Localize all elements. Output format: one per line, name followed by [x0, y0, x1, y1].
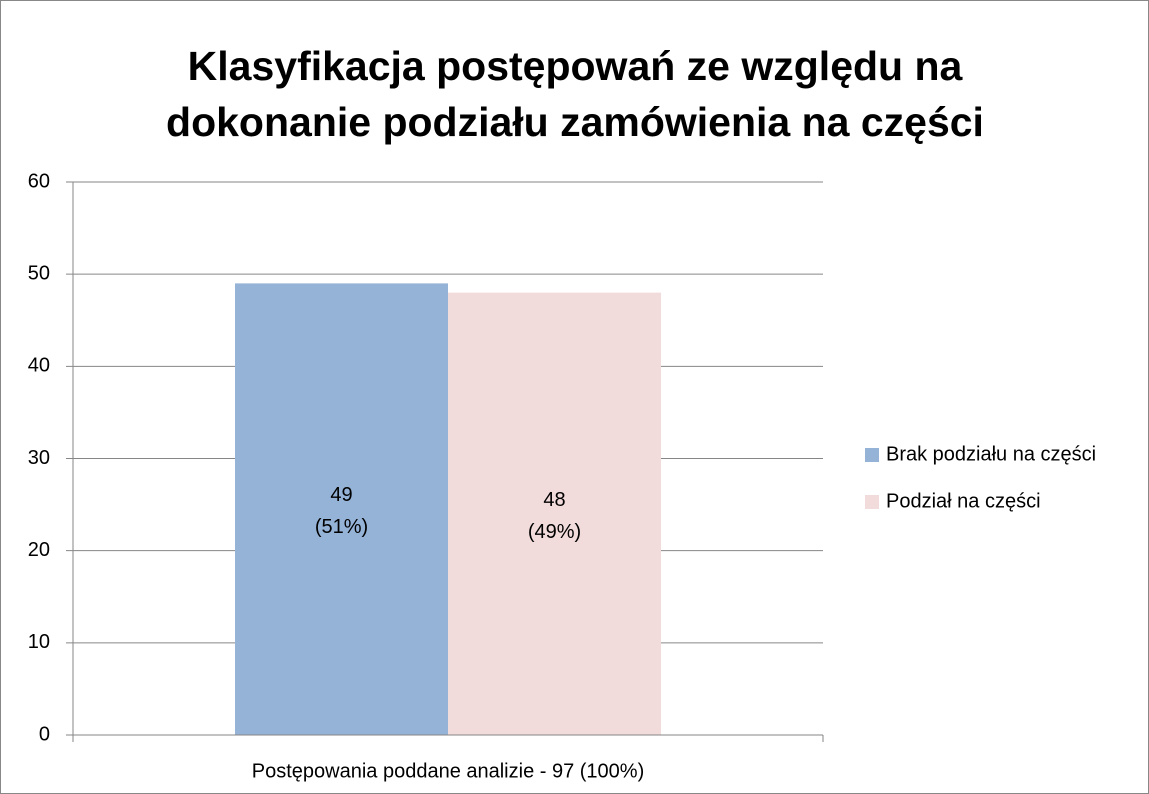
y-tick-label: 40 — [28, 355, 50, 377]
bar — [235, 283, 448, 735]
y-tick-label: 10 — [28, 631, 50, 653]
bar — [448, 292, 661, 735]
legend-swatch — [865, 448, 879, 462]
legend-label: Brak podziału na części — [886, 443, 1096, 465]
chart-title: Klasyfikacja postępowań ze względu na do… — [166, 43, 984, 145]
data-label: 48 (49%) — [528, 489, 581, 543]
legend-swatch — [865, 495, 879, 509]
y-tick-label: 30 — [28, 447, 50, 469]
y-tick-label: 50 — [28, 262, 50, 284]
legend-label: Podział na części — [886, 490, 1041, 512]
x-tick-label: Postępowania poddane analizie - 97 (100%… — [252, 760, 645, 782]
y-tick-label: 0 — [39, 723, 50, 745]
y-tick-label: 20 — [28, 539, 50, 561]
data-label: 49 (51%) — [315, 484, 368, 538]
y-tick-label: 60 — [28, 170, 50, 192]
